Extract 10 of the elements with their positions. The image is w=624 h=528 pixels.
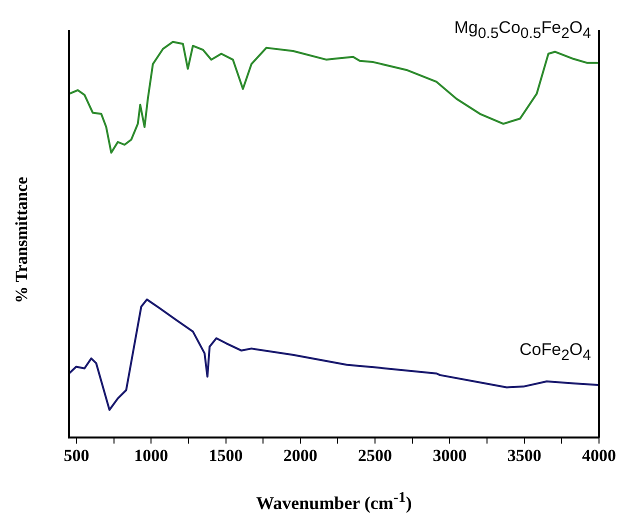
x-tick-label: 2000 [283,446,318,466]
x-tick-label: 3500 [507,446,542,466]
x-tick-label: 3000 [432,446,467,466]
y-axis-title: % Transmittance [12,176,32,304]
x-tick-label: 500 [64,446,90,466]
x-tick-label: 1500 [208,446,243,466]
x-axis-title: Wavenumber (cm$^{-1}$) [256,490,412,514]
x-tick-label: 1000 [134,446,168,466]
x-tick-label: 4000 [582,446,616,466]
x-tick-label: 2500 [358,446,392,466]
